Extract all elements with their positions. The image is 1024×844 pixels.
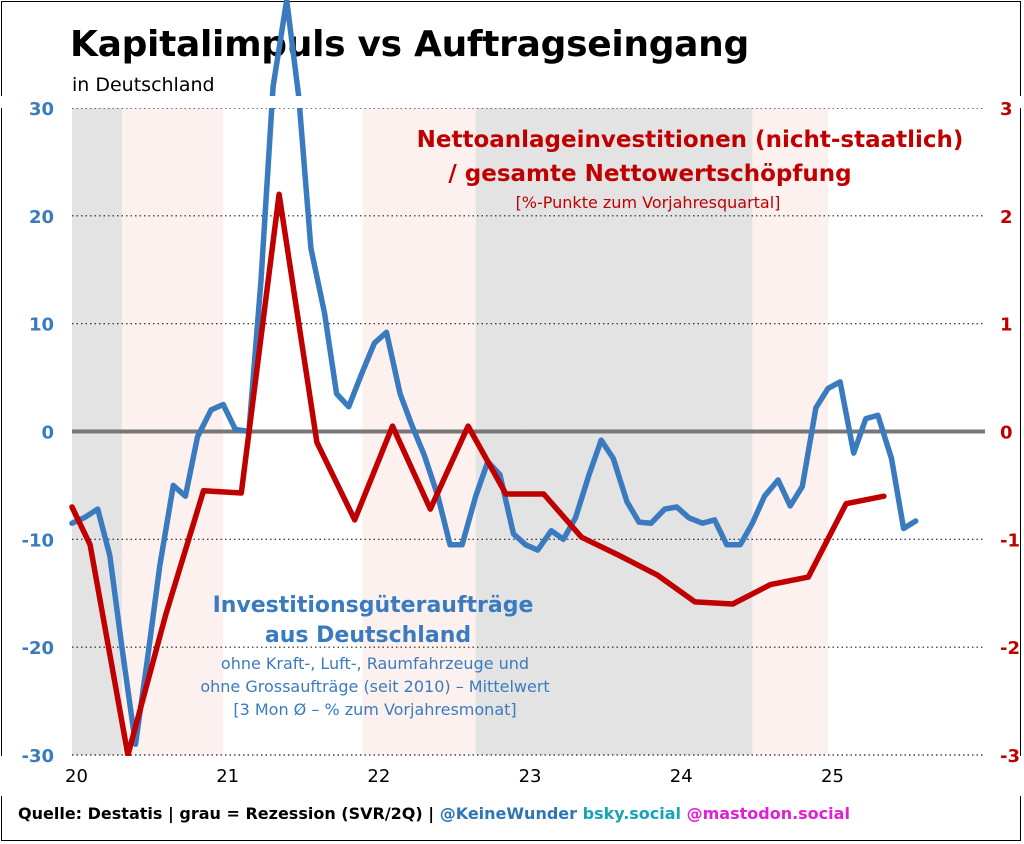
- y-left-tick-label: 30: [29, 99, 54, 120]
- y-left-tick-label: 20: [29, 207, 54, 228]
- y-left-tick-label: -30: [21, 746, 54, 767]
- series-line-capital: [69, 191, 887, 758]
- plot-bottom-mask: [0, 756, 1024, 796]
- x-tick-label: 22: [367, 766, 390, 787]
- y-right-tick-label: -3: [1000, 746, 1020, 767]
- x-tick-label: 21: [216, 766, 239, 787]
- chart-subtitle: in Deutschland: [72, 74, 215, 96]
- y-left-tick-label: -10: [21, 530, 54, 551]
- footer-source: Quelle: Destatis | grau = Rezession (SVR…: [18, 804, 435, 823]
- x-tick-label: 20: [65, 766, 88, 787]
- plot-top-mask: [0, 96, 1024, 108]
- x-tick-label: 23: [519, 766, 542, 787]
- orders-series-title: aus Deutschland: [265, 623, 471, 648]
- x-tick-label: 25: [821, 766, 844, 787]
- capital-series-title: / gesamte Nettowertschöpfung: [448, 161, 851, 187]
- orders-series-title: Investitionsgüteraufträge: [213, 593, 534, 618]
- y-right-tick-label: 3: [1000, 99, 1013, 120]
- y-left-tick-label: 0: [41, 423, 54, 444]
- footer-bsky[interactable]: bsky.social: [582, 804, 682, 823]
- orders-series-note: ohne Grossaufträge (seit 2010) – Mittelw…: [200, 677, 549, 696]
- orders-series-note: [3 Mon Ø – % zum Vorjahresmonat]: [233, 700, 516, 719]
- y-right-tick-label: -1: [1000, 530, 1020, 551]
- footer: Quelle: Destatis | grau = Rezession (SVR…: [18, 804, 850, 823]
- orders-series-note: ohne Kraft-, Luft-, Raumfahrzeuge und: [221, 654, 529, 673]
- y-right-tick-label: 2: [1000, 207, 1013, 228]
- y-right-tick-label: 1: [1000, 315, 1013, 336]
- y-right-tick-label: -2: [1000, 638, 1020, 659]
- chart-title: Kapitalimpuls vs Auftragseingang: [70, 24, 749, 65]
- footer-mastodon[interactable]: @mastodon.social: [686, 804, 850, 823]
- y-left-tick-label: 10: [29, 315, 54, 336]
- capital-series-title: Nettoanlageinvestitionen (nicht-staatlic…: [417, 127, 964, 153]
- footer-handle[interactable]: @KeineWunder: [439, 804, 578, 823]
- capital-series-note: [%-Punkte zum Vorjahresquartal]: [516, 193, 781, 212]
- y-left-tick-label: -20: [21, 638, 54, 659]
- x-tick-label: 24: [670, 766, 693, 787]
- y-right-tick-label: 0: [1000, 423, 1013, 444]
